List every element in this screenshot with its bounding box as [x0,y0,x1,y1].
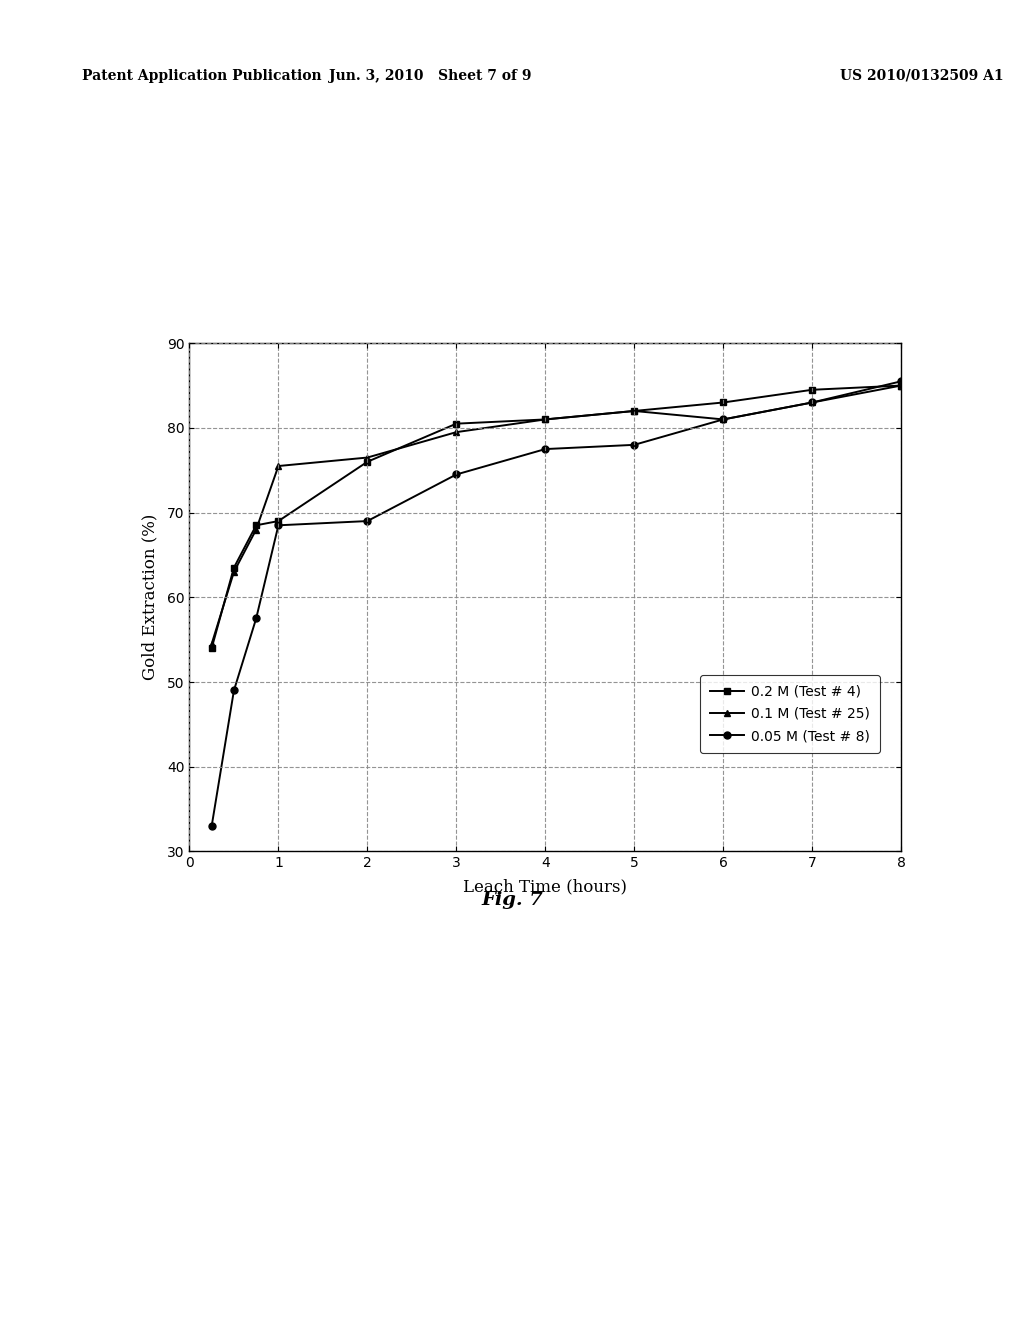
0.1 M (Test # 25) [717,412,729,428]
0.2 M (Test # 4) [628,403,640,418]
0.1 M (Test # 25) [806,395,818,411]
0.05 M (Test # 8) [361,513,374,529]
0.05 M (Test # 8) [628,437,640,453]
X-axis label: Leach Time (hours): Leach Time (hours) [463,879,628,895]
0.2 M (Test # 4) [717,395,729,411]
Text: Patent Application Publication: Patent Application Publication [82,69,322,83]
0.2 M (Test # 4) [206,640,218,656]
0.05 M (Test # 8) [250,611,262,627]
0.1 M (Test # 25) [451,424,463,440]
0.1 M (Test # 25) [272,458,285,474]
0.2 M (Test # 4) [539,412,551,428]
0.05 M (Test # 8) [451,466,463,482]
0.05 M (Test # 8) [806,395,818,411]
0.2 M (Test # 4) [227,560,240,576]
0.2 M (Test # 4) [806,381,818,397]
0.1 M (Test # 25) [361,450,374,466]
Y-axis label: Gold Extraction (%): Gold Extraction (%) [141,513,159,681]
0.1 M (Test # 25) [895,378,907,393]
0.2 M (Test # 4) [250,517,262,533]
Text: US 2010/0132509 A1: US 2010/0132509 A1 [840,69,1004,83]
Line: 0.05 M (Test # 8): 0.05 M (Test # 8) [208,378,904,829]
0.1 M (Test # 25) [227,564,240,579]
0.1 M (Test # 25) [539,412,551,428]
0.2 M (Test # 4) [361,454,374,470]
0.05 M (Test # 8) [272,517,285,533]
0.05 M (Test # 8) [895,374,907,389]
0.05 M (Test # 8) [539,441,551,457]
Text: Jun. 3, 2010   Sheet 7 of 9: Jun. 3, 2010 Sheet 7 of 9 [329,69,531,83]
0.1 M (Test # 25) [206,636,218,652]
0.05 M (Test # 8) [206,818,218,834]
Text: Fig. 7: Fig. 7 [481,891,543,909]
0.05 M (Test # 8) [227,682,240,698]
0.2 M (Test # 4) [451,416,463,432]
Legend: 0.2 M (Test # 4), 0.1 M (Test # 25), 0.05 M (Test # 8): 0.2 M (Test # 4), 0.1 M (Test # 25), 0.0… [700,675,880,752]
0.1 M (Test # 25) [628,403,640,418]
0.1 M (Test # 25) [250,521,262,537]
0.2 M (Test # 4) [895,378,907,393]
Line: 0.2 M (Test # 4): 0.2 M (Test # 4) [208,381,904,652]
0.05 M (Test # 8) [717,412,729,428]
0.2 M (Test # 4) [272,513,285,529]
Line: 0.1 M (Test # 25): 0.1 M (Test # 25) [208,381,904,647]
